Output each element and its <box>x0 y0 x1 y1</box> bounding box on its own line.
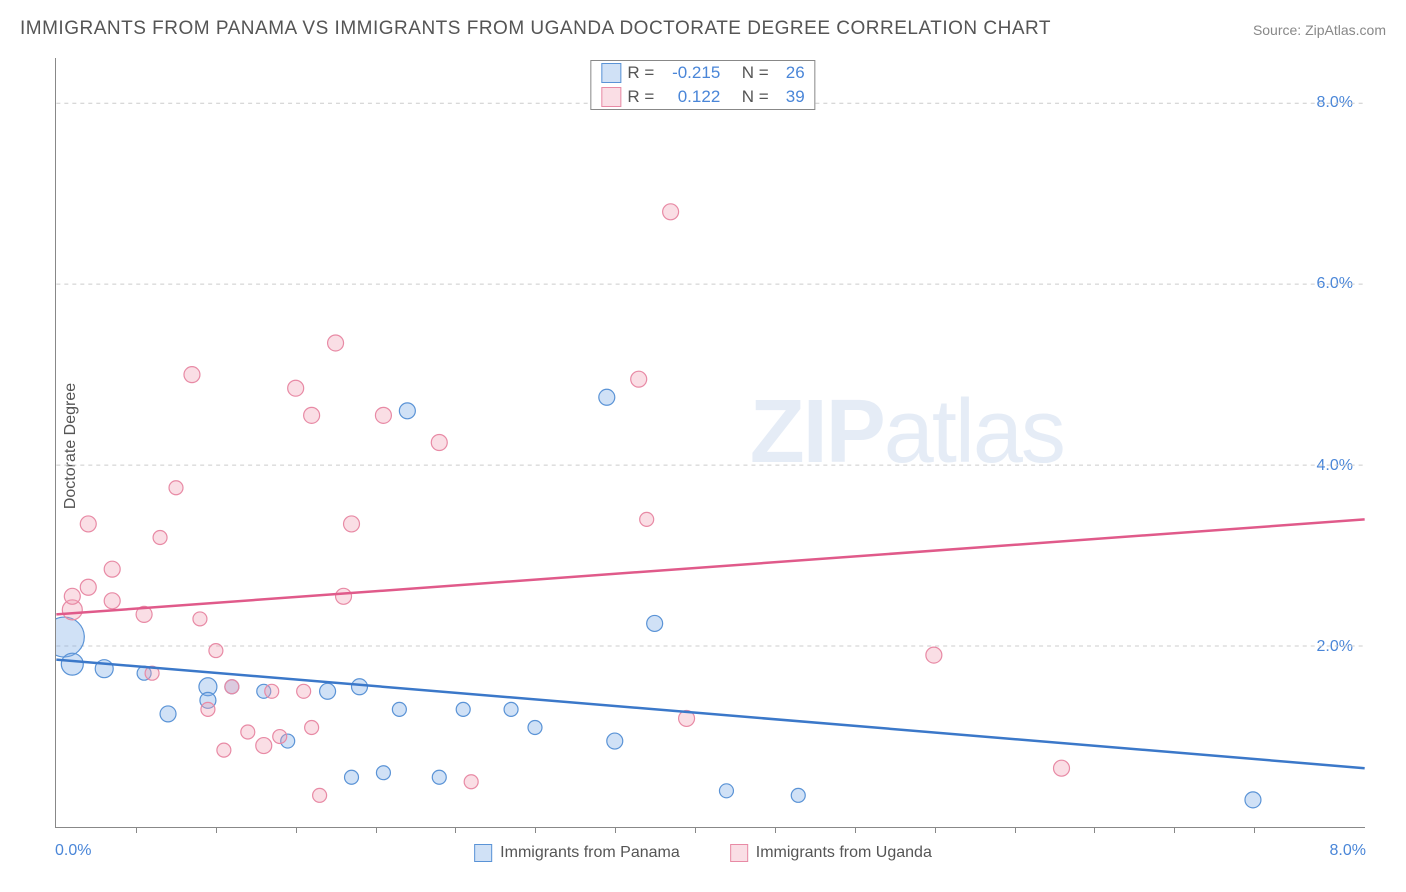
x-axis-max-label: 8.0% <box>1330 842 1366 860</box>
legend-item-uganda: Immigrants from Uganda <box>730 844 932 862</box>
swatch-uganda <box>601 87 621 107</box>
swatch-uganda <box>730 844 748 862</box>
x-tick <box>535 827 536 833</box>
source-label: Source: <box>1253 22 1301 38</box>
legend-item-panama: Immigrants from Panama <box>474 844 680 862</box>
source-link[interactable]: ZipAtlas.com <box>1305 22 1386 38</box>
chart-svg <box>56 58 1365 827</box>
legend-label-panama: Immigrants from Panama <box>500 844 680 862</box>
x-tick <box>216 827 217 833</box>
x-tick <box>1174 827 1175 833</box>
x-tick <box>935 827 936 833</box>
x-tick <box>1254 827 1255 833</box>
x-tick <box>296 827 297 833</box>
x-tick <box>775 827 776 833</box>
plot-area: ZIPatlas 2.0%4.0%6.0%8.0% <box>55 58 1365 828</box>
swatch-panama <box>601 63 621 83</box>
legend-row-uganda: R = 0.122 N = 39 <box>591 85 814 109</box>
x-tick <box>695 827 696 833</box>
legend-series-box: Immigrants from Panama Immigrants from U… <box>474 844 932 862</box>
n-label: N = <box>742 63 769 83</box>
r-label: R = <box>627 87 654 107</box>
r-value-uganda: 0.122 <box>660 87 720 107</box>
source-attribution: Source: ZipAtlas.com <box>1253 22 1386 38</box>
legend-row-panama: R = -0.215 N = 26 <box>591 61 814 85</box>
x-tick <box>855 827 856 833</box>
x-tick <box>1094 827 1095 833</box>
n-value-uganda: 39 <box>775 87 805 107</box>
legend-correlation-box: R = -0.215 N = 26 R = 0.122 N = 39 <box>590 60 815 110</box>
x-tick <box>615 827 616 833</box>
chart-title: IMMIGRANTS FROM PANAMA VS IMMIGRANTS FRO… <box>20 18 1051 40</box>
x-tick <box>376 827 377 833</box>
n-value-panama: 26 <box>775 63 805 83</box>
legend-label-uganda: Immigrants from Uganda <box>756 844 932 862</box>
n-label: N = <box>742 87 769 107</box>
r-label: R = <box>627 63 654 83</box>
x-tick <box>1015 827 1016 833</box>
swatch-panama <box>474 844 492 862</box>
x-tick <box>136 827 137 833</box>
x-axis-min-label: 0.0% <box>55 842 91 860</box>
x-tick <box>455 827 456 833</box>
r-value-panama: -0.215 <box>660 63 720 83</box>
